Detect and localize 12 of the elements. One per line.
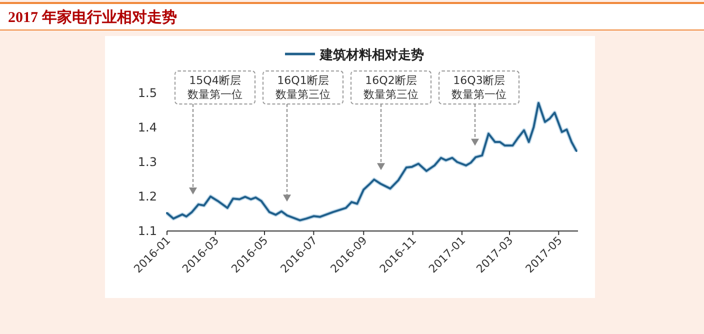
annotation: 16Q2断层数量第三位: [364, 74, 418, 101]
chart-title: 2017 年家电行业相对走势: [8, 8, 177, 26]
annotation: 16Q3断层数量第一位: [452, 74, 506, 101]
legend-label: 建筑材料相对走势: [319, 47, 424, 63]
y-tick-label: 1.5: [138, 86, 157, 100]
y-tick-label: 1.4: [138, 120, 157, 134]
y-tick-label: 1.3: [138, 155, 157, 169]
annotation: 16Q1断层数量第三位: [276, 74, 330, 101]
y-tick-label: 1.2: [138, 190, 157, 204]
line-series: [165, 101, 578, 222]
y-tick-label: 1.1: [138, 224, 157, 238]
annotation: 15Q4断层数量第一位: [188, 74, 242, 101]
